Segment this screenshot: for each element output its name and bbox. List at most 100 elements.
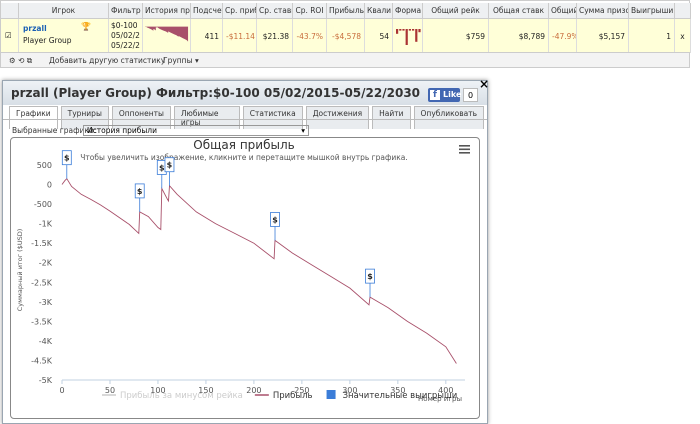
- value-cell: 54: [365, 19, 393, 53]
- form-bar: [399, 29, 402, 31]
- header-cell: [1, 3, 19, 19]
- header-cell: Общий ROI: [549, 3, 577, 19]
- value-cell: $759: [423, 19, 489, 53]
- like-count: 0: [463, 88, 478, 102]
- chart-title: Общая прибыль: [193, 138, 294, 152]
- value-cell: -47.9%: [549, 19, 577, 53]
- y-tick-label: -3.5K: [31, 317, 53, 326]
- chart-subtitle: Чтобы увеличить изображение, кликните и …: [80, 153, 408, 162]
- form-chart: [396, 29, 421, 45]
- flag: [134, 183, 145, 199]
- dropdown-arrow: ▾: [195, 56, 199, 65]
- toolbar: ⚙ ⟲ ⧉ Добавить другую статистику Группы …: [0, 52, 690, 68]
- player-cell: przall Player Group 🏆: [19, 19, 109, 53]
- form-bar: [415, 29, 418, 42]
- profit-line: [61, 177, 457, 364]
- chart-frame: [10, 137, 480, 419]
- select-label: Выбранные графики:: [12, 126, 97, 135]
- flag-label: $: [167, 161, 173, 170]
- fb-icon: f: [430, 90, 440, 100]
- value-cell: -43.7%: [293, 19, 327, 53]
- flag: [365, 268, 375, 284]
- value-cell: 1: [629, 19, 675, 53]
- legend-label[interactable]: Значительные выигрыши: [343, 391, 458, 401]
- tab[interactable]: Турниры: [60, 106, 109, 129]
- chart: Общая прибыль Чтобы увеличить изображени…: [16, 138, 470, 403]
- form-cell: [393, 19, 423, 53]
- sparkline-area: [145, 26, 189, 42]
- y-axis-label: Суммарный итог ($USD): [16, 229, 24, 312]
- flag: [61, 150, 72, 166]
- tab[interactable]: Найти: [372, 106, 411, 129]
- x-tick-label: 350: [390, 386, 405, 395]
- tab[interactable]: Опубликовать: [413, 106, 484, 129]
- y-tick-label: -2K: [39, 259, 53, 268]
- tab[interactable]: Достижения: [305, 106, 370, 129]
- header-cell: Игрок: [19, 3, 109, 19]
- stats-table: Игрок Фильтр История при Подсчет Ср. приб Ср.…: [0, 0, 691, 68]
- header-cell: Фильтр: [109, 3, 143, 19]
- form-bar: [405, 29, 408, 45]
- header-cell: Форма: [393, 3, 423, 19]
- checkbox-cell[interactable]: ☑: [1, 19, 19, 53]
- tab[interactable]: Графики: [9, 106, 58, 129]
- header-cell: Сумма призо: [577, 3, 629, 19]
- x-tick-label: 150: [198, 386, 213, 395]
- add-stat[interactable]: Добавить другую статистику: [49, 56, 166, 65]
- header-cell: [675, 3, 691, 19]
- popup: przall (Player Group) Фильтр:$0-100 05/0…: [2, 77, 490, 424]
- form-bar: [408, 29, 411, 31]
- header-cell: Общая ставк: [489, 3, 549, 19]
- filter-line: 05/02/2: [111, 31, 140, 40]
- form-bar: [396, 29, 399, 34]
- tabs: Графики Турниры Оппоненты Любимые игры Стати…: [9, 106, 487, 129]
- form-bar: [418, 29, 421, 33]
- legend-swatch: [326, 390, 336, 399]
- x-tick-label: 0: [59, 386, 64, 395]
- header-cell: Выигрыши: [629, 3, 675, 19]
- sparkline: [145, 26, 189, 42]
- select-value: История прибыли: [87, 126, 157, 135]
- player-name[interactable]: przall: [23, 24, 47, 33]
- value-cell[interactable]: x: [675, 19, 691, 53]
- form-bar: [402, 29, 405, 31]
- y-tick-label: -4K: [39, 337, 53, 346]
- filter-line: 05/22/2: [111, 41, 140, 50]
- form-bar: [412, 29, 415, 31]
- like-text: Like: [443, 90, 462, 99]
- value-cell: -$4,578: [327, 19, 365, 53]
- header-cell: Прибыль: [327, 3, 365, 19]
- filter-line: $0-100: [111, 21, 138, 30]
- menu-icon[interactable]: [459, 145, 470, 154]
- value-cell: -$11.14: [223, 19, 257, 53]
- tab[interactable]: Оппоненты: [111, 106, 171, 129]
- chart-select[interactable]: История прибыли ▾: [83, 125, 309, 136]
- header-cell: Ср. приб: [223, 3, 257, 19]
- flag: [164, 157, 175, 173]
- legend-label[interactable]: Прибыль: [273, 391, 313, 401]
- header-cell: Ср. ставк: [257, 3, 293, 19]
- tab[interactable]: Любимые игры: [173, 106, 240, 129]
- groups[interactable]: Группы: [163, 56, 193, 65]
- history-cell: [143, 19, 191, 53]
- y-tick-label: -1.5K: [31, 239, 53, 248]
- flag: [270, 212, 280, 227]
- x-tick-label: 400: [438, 386, 453, 395]
- y-tick-label: 0: [47, 181, 52, 190]
- legend-label[interactable]: Прибыль за минусом рейка: [120, 391, 243, 401]
- tab[interactable]: Статистика: [242, 106, 303, 129]
- y-tick-label: -2.5K: [31, 278, 53, 287]
- y-tick-label: 500: [37, 161, 52, 170]
- y-tick-label: -500: [34, 200, 52, 209]
- value-cell: $21.38: [257, 19, 293, 53]
- popup-title: przall (Player Group) Фильтр:$0-100 05/0…: [11, 86, 421, 100]
- x-tick-label: 300: [342, 386, 357, 395]
- header-cell: Ср. ROI: [293, 3, 327, 19]
- x-tick-label: 100: [150, 386, 165, 395]
- close[interactable]: ×: [479, 77, 490, 91]
- filter-cell: $0-100 05/02/2 05/22/2: [109, 19, 143, 53]
- player-group: Player Group: [23, 36, 72, 45]
- select-arrow: ▾: [301, 126, 305, 135]
- flag-label: $: [159, 163, 165, 172]
